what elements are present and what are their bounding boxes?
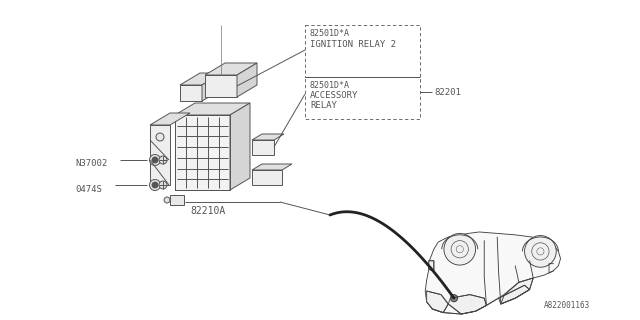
Polygon shape	[252, 134, 284, 140]
Polygon shape	[175, 103, 250, 115]
Polygon shape	[429, 261, 434, 271]
Polygon shape	[425, 232, 561, 314]
Polygon shape	[180, 85, 202, 101]
Polygon shape	[205, 63, 257, 75]
Bar	[305, 25, 420, 77]
Circle shape	[159, 181, 167, 189]
Text: A822001163: A822001163	[544, 301, 590, 310]
Polygon shape	[499, 285, 530, 304]
Text: 82501D*A: 82501D*A	[310, 81, 350, 90]
Circle shape	[152, 182, 158, 188]
Polygon shape	[230, 103, 250, 190]
Circle shape	[152, 157, 158, 163]
Polygon shape	[175, 115, 230, 190]
Circle shape	[451, 295, 458, 302]
Bar	[305, 77, 420, 119]
Circle shape	[444, 233, 476, 265]
Text: 0474S: 0474S	[75, 185, 102, 194]
Text: N37002: N37002	[75, 159, 108, 169]
Polygon shape	[205, 75, 237, 97]
Circle shape	[159, 156, 167, 164]
Polygon shape	[202, 73, 222, 101]
Polygon shape	[448, 295, 486, 314]
Polygon shape	[237, 63, 257, 97]
Text: ACCESSORY: ACCESSORY	[310, 91, 358, 100]
Polygon shape	[150, 113, 190, 125]
Text: 82201: 82201	[434, 88, 461, 97]
Text: 82501D*A: 82501D*A	[310, 29, 350, 38]
Text: RELAY: RELAY	[310, 101, 337, 110]
Circle shape	[150, 180, 161, 190]
Polygon shape	[170, 195, 184, 205]
Polygon shape	[180, 73, 222, 85]
Polygon shape	[252, 164, 292, 170]
Polygon shape	[150, 125, 170, 185]
Polygon shape	[252, 170, 282, 185]
Circle shape	[150, 155, 161, 165]
Circle shape	[164, 197, 170, 203]
Polygon shape	[252, 140, 274, 155]
Text: IGNITION RELAY 2: IGNITION RELAY 2	[310, 40, 396, 49]
Text: 82210A: 82210A	[190, 206, 225, 216]
Circle shape	[156, 133, 164, 141]
Polygon shape	[501, 278, 533, 304]
Polygon shape	[427, 291, 448, 313]
Circle shape	[525, 236, 556, 267]
